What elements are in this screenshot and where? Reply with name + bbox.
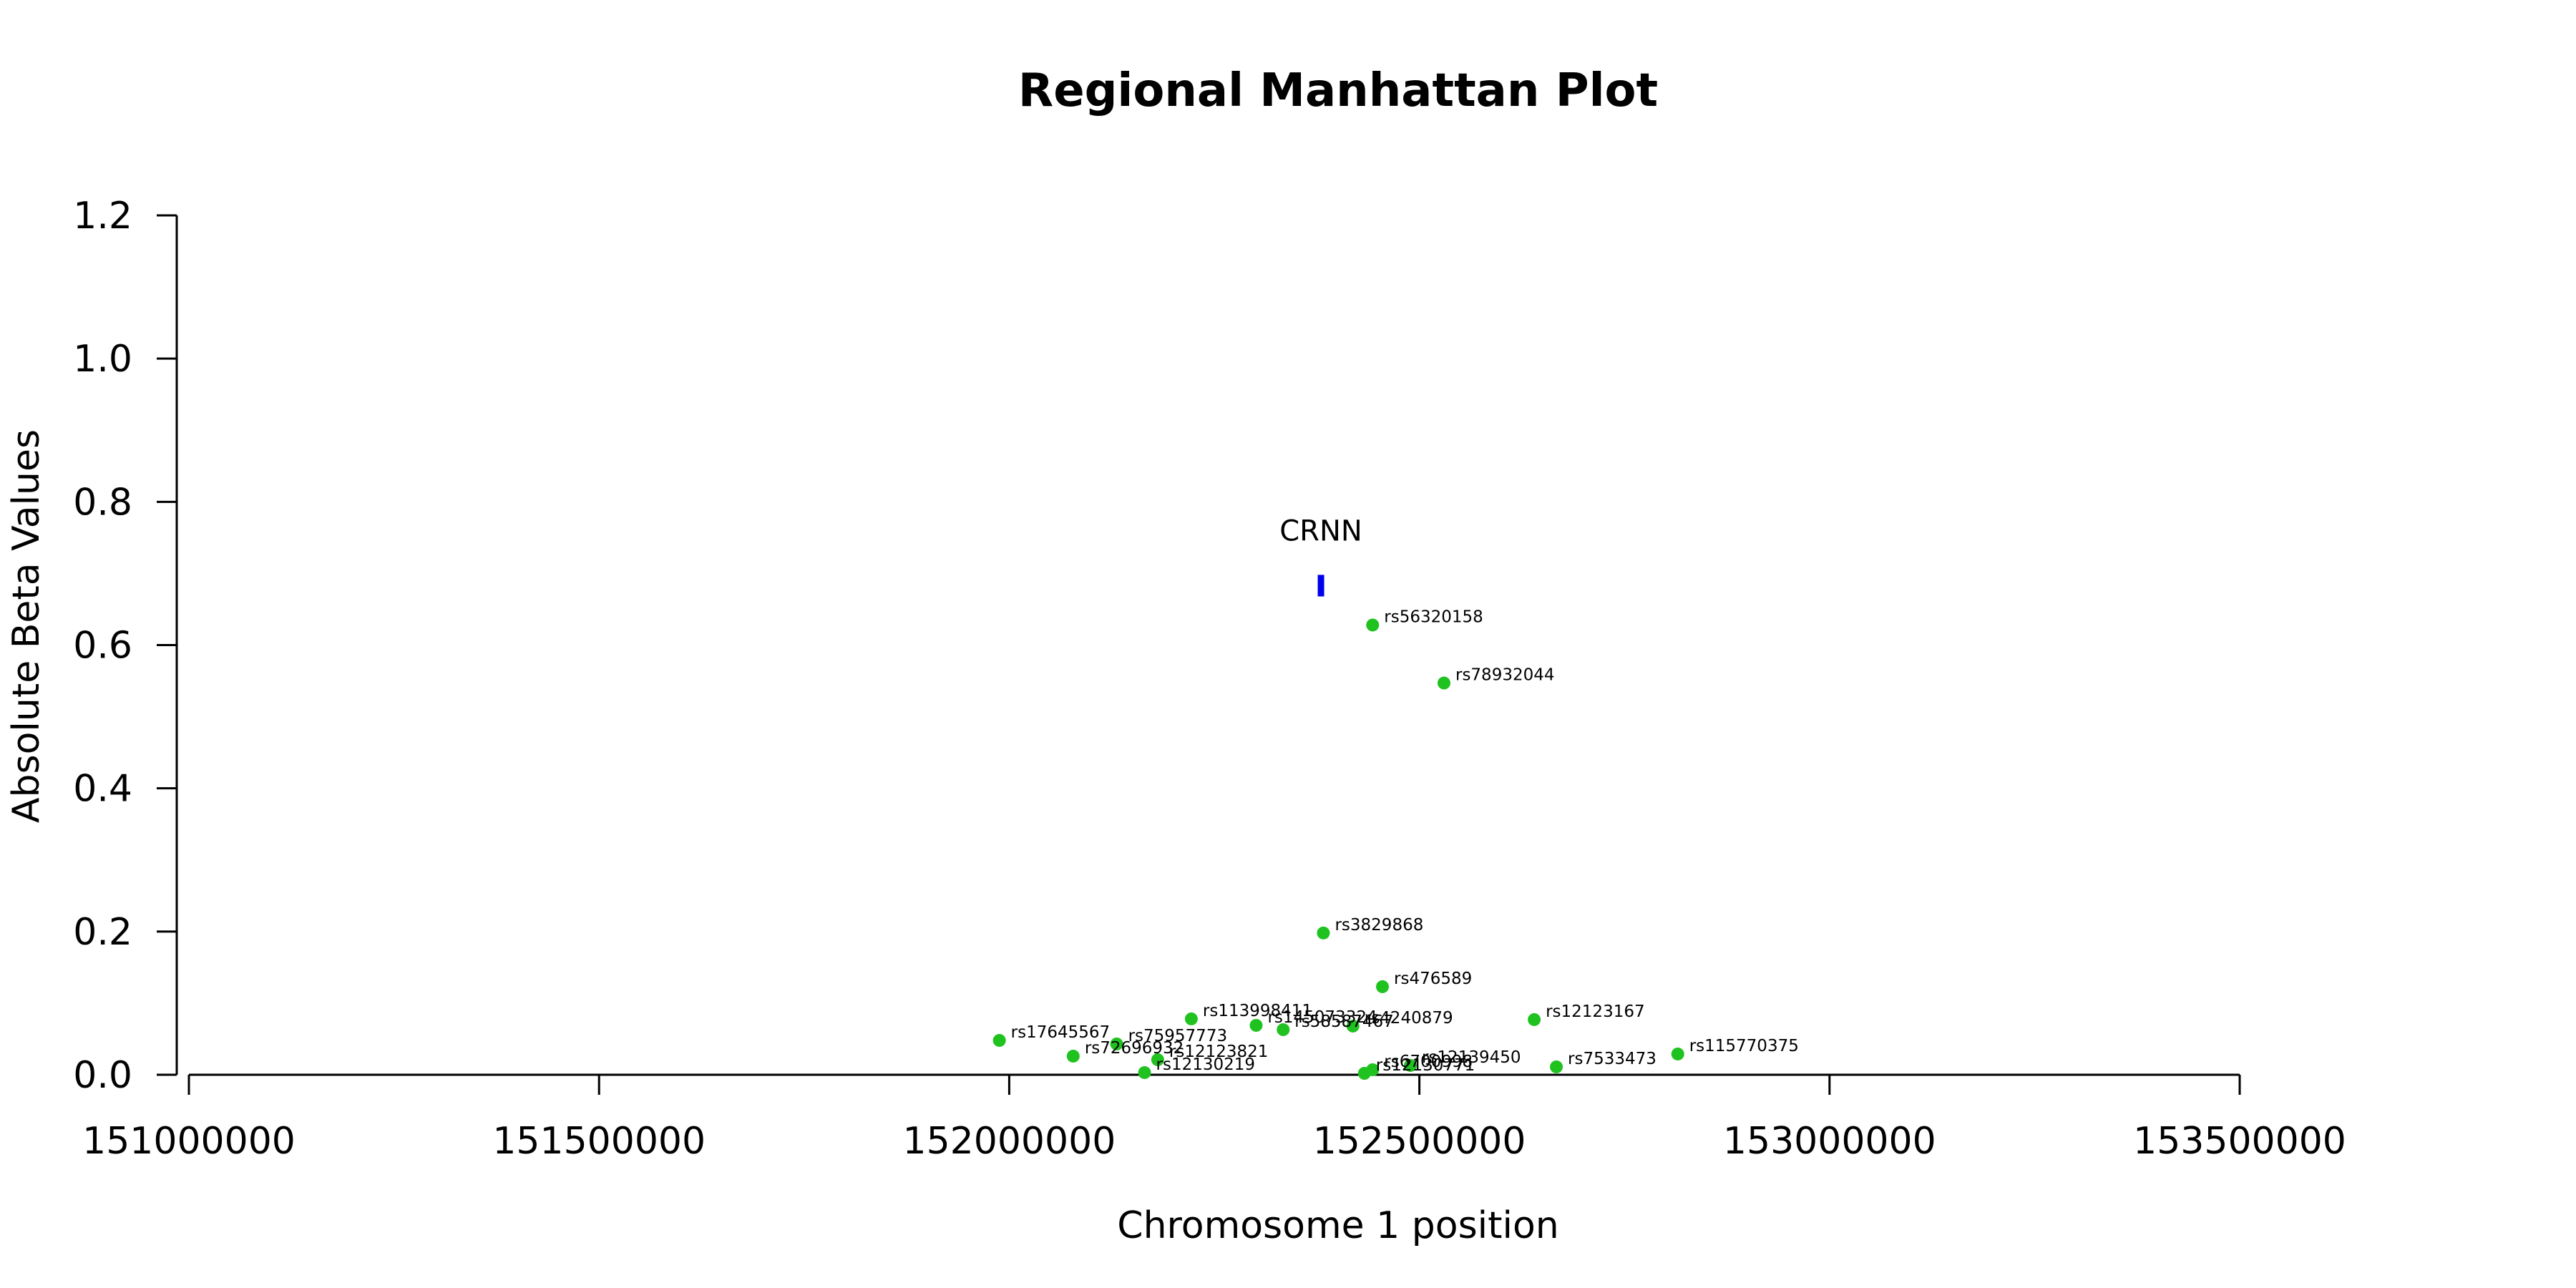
point-label: rs6700998 [1384,1053,1473,1071]
data-point [1317,926,1330,940]
point-label: rs58587467 [1294,1013,1394,1031]
point-label: rs56320158 [1384,608,1483,626]
data-point [1550,1060,1563,1073]
x-tick-label: 152000000 [903,1120,1116,1163]
point-labels-layer: rs56320158 rs78932044 rs3829868 rs476589 rs1… [1011,608,1799,1075]
data-point [1437,676,1450,690]
data-point [1066,1049,1080,1063]
point-label: rs12130219 [1156,1055,1256,1074]
data-point [1346,1019,1360,1033]
y-tick-label: 0.0 [73,1054,132,1097]
point-label: rs476589 [1394,970,1472,988]
point-label: rs7533473 [1568,1050,1657,1068]
chart-title: Regional Manhattan Plot [1018,64,1658,117]
data-point [1671,1047,1684,1060]
data-point [1249,1018,1263,1032]
y-tick-label: 0.2 [73,911,132,954]
y-axis: 0.0 0.2 0.4 0.6 0.8 1.0 1.2 [73,195,178,1097]
x-axis: 151000000 151500000 152000000 152500000 1530… [82,1073,2346,1163]
x-tick-label: 153500000 [2133,1120,2346,1163]
x-axis-label: Chromosome 1 position [1117,1204,1558,1247]
x-tick-label: 151000000 [82,1120,296,1163]
data-point [1357,1066,1371,1080]
data-point [1138,1065,1151,1079]
x-tick-label: 153000000 [1723,1120,1936,1163]
data-point [1184,1012,1198,1025]
point-label: rs12130771 [1376,1056,1475,1075]
data-point [1366,618,1380,632]
point-label: rs145073324 [1267,1008,1377,1027]
data-point [1277,1023,1290,1036]
y-tick-label: 1.0 [73,338,132,381]
points-layer [992,618,1684,1080]
y-axis-label: Absolute Beta Values [5,429,48,823]
point-label: rs78932044 [1455,666,1555,685]
y-tick-label: 0.6 [73,625,132,668]
point-label: rs12139450 [1422,1048,1521,1067]
point-label: rs113998411 [1203,1002,1312,1020]
y-tick-label: 0.8 [73,481,132,524]
data-point [1403,1058,1417,1072]
x-tick-label: 151500000 [492,1120,706,1163]
point-label: rs115770375 [1689,1037,1799,1055]
data-point [1528,1013,1541,1026]
y-tick-label: 0.4 [73,768,132,811]
point-label: rs12123167 [1546,1002,1645,1021]
point-label: rs17645567 [1011,1023,1111,1042]
x-tick-label: 152500000 [1313,1120,1526,1163]
data-point [1151,1053,1164,1066]
point-label: rs3829868 [1335,916,1423,935]
gene-layer: CRNN [1279,514,1362,597]
data-point [1110,1037,1123,1050]
y-tick-label: 1.2 [73,195,132,238]
point-label: rs4240879 [1365,1009,1453,1028]
data-point [992,1033,1006,1047]
point-label: rs12123821 [1169,1043,1269,1061]
point-label: rs72696932 [1085,1039,1184,1058]
gene-label: CRNN [1279,514,1362,547]
point-label: rs75957773 [1128,1027,1228,1045]
data-point [1376,980,1390,993]
